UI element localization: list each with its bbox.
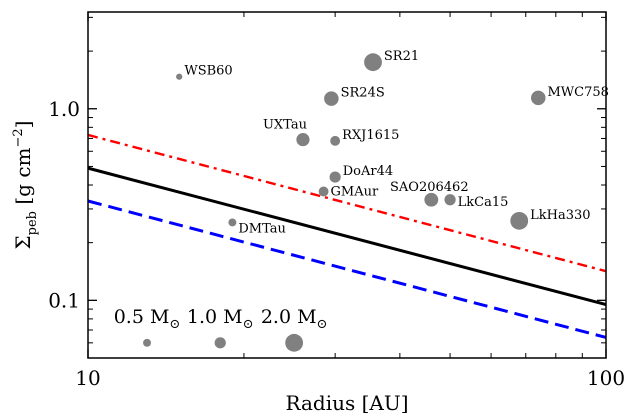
y-axis-title-sigma: Σ [11,235,35,249]
point-label-wsb60: WSB60 [184,64,232,79]
axis-ticks: 10 100 0.1 1.0 [48,12,625,390]
legend-label-text: 0.5 M [114,306,170,328]
legend-marker-2-0-m [285,333,304,352]
data-point-wsb60 [176,73,183,80]
data-point-lkca15 [444,194,456,206]
data-point-gmaur [318,186,329,197]
trend-lines [87,133,607,339]
y-tick-label: 1.0 [48,97,80,121]
point-label-lkha330: LkHa330 [530,208,590,223]
y-axis-title-rest: [g cm [11,147,35,211]
point-label-sao206462: SAO206462 [390,180,469,195]
data-point-uxtau [296,133,310,147]
point-label-rxj1615: RXJ1615 [342,128,399,143]
data-point-dmtau [228,218,237,227]
y-axis-title: Σpeb [g cm−2] [11,121,40,250]
trend-line-dashed [87,199,607,339]
point-label-sr24s: SR24S [341,86,385,101]
legend-marker-1-0-m [214,337,226,349]
data-point-doar44 [329,171,341,183]
data-point-sao206462 [424,192,439,207]
x-tick-label: 100 [587,366,625,390]
data-point-rxj1615 [330,135,341,146]
y-axis-title-sub: peb [25,211,40,235]
legend-marker-0-5-m [143,338,151,347]
sun-symbol: ⊙ [243,317,254,332]
data-point-sr24s [324,91,339,106]
point-label-mwc758: MWC758 [548,85,609,100]
legend-label-text: 1.0 M [187,306,243,328]
point-label-doar44: DoAr44 [343,164,393,179]
point-label-dmtau: DMTau [238,221,286,236]
trend-line-solid [87,166,607,307]
data-point-mwc758 [531,90,546,106]
y-tick-label: 0.1 [48,288,80,312]
legend-label-0-5-m: 0.5 M⊙ [114,306,181,332]
x-axis-title: Radius [AU] [285,391,408,415]
point-label-gmaur: GMAur [331,184,379,199]
sun-symbol: ⊙ [317,317,328,332]
point-label-uxtau: UXTau [263,118,307,133]
mass-legend: 0.5 M⊙ 1.0 M⊙ 2.0 M⊙ [114,306,328,352]
point-label-lkca15: LkCa15 [458,195,509,210]
data-point-sr21 [364,53,382,72]
data-point-lkha330 [510,211,529,230]
y-axis-title-close: ] [11,121,35,129]
trend-line-dashdot [87,133,607,273]
legend-label-text: 2.0 M [261,306,317,328]
sun-symbol: ⊙ [169,317,180,332]
point-label-sr21: SR21 [384,49,419,64]
y-axis-title-exp: −2 [11,128,26,147]
point-labels: WSB60 SR21 SR24S MWC758 UXTau RXJ1615 DoAr44 GM… [184,49,609,236]
legend-label-1-0-m: 1.0 M⊙ [187,306,254,332]
x-tick-label: 10 [75,366,100,390]
data-points [176,53,546,230]
legend-label-2-0-m: 2.0 M⊙ [261,306,328,332]
